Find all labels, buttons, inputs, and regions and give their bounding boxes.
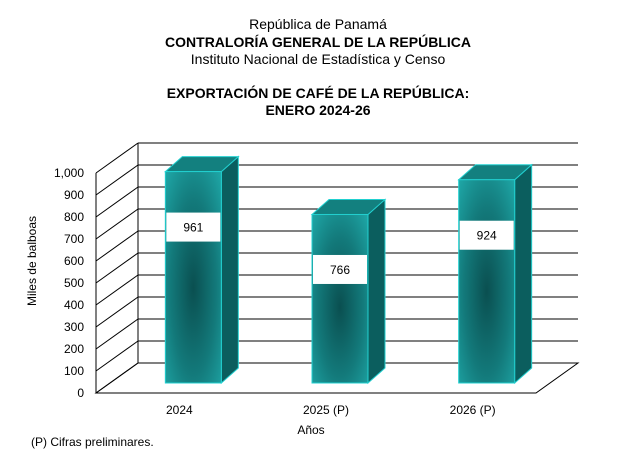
y-tick-label-4: 400: [64, 298, 84, 312]
data-label-box-2: [459, 220, 514, 250]
x-tick-label-1: 2025 (P): [303, 403, 349, 417]
bar-side-2: [514, 163, 533, 385]
y-tick-label-9: 900: [64, 188, 84, 202]
bar-side-1: [367, 198, 386, 385]
data-label-box-0: [166, 212, 221, 242]
bars: 961 766 924: [164, 155, 533, 385]
footnote: (P) Cifras preliminares.: [31, 435, 154, 449]
side-gridline-9: [95, 164, 139, 196]
labels: 2024 2025 (P) 2026 (P): [166, 403, 496, 417]
side-gridline-1: [95, 340, 139, 372]
x-axis-label: Años: [297, 423, 324, 437]
bar-0: 961: [164, 155, 240, 385]
y-tick-label-0: 0: [77, 386, 84, 400]
y-tick-label-1: 100: [64, 364, 84, 378]
y-tick-label-7: 700: [64, 232, 84, 246]
side-gridline-6: [95, 230, 139, 262]
y-tick-label-8: 800: [64, 210, 84, 224]
y-tick-label-3: 300: [64, 320, 84, 334]
header-line-2: CONTRALORÍA GENERAL DE LA REPÚBLICA: [165, 34, 471, 50]
side-gridline-7: [95, 208, 139, 240]
data-label-0: 961: [183, 221, 203, 235]
side-gridline-5: [95, 252, 139, 284]
header-line-1: República de Panamá: [249, 16, 387, 32]
data-label-2: 924: [477, 229, 497, 243]
y-tick-label-10: 1,000: [54, 166, 84, 180]
side-gridline-2: [95, 318, 139, 350]
x-tick-label-0: 2024: [166, 403, 193, 417]
data-label-1: 766: [330, 263, 350, 277]
y-tick-label-5: 500: [64, 276, 84, 290]
bar-side-0: [220, 155, 239, 385]
floor: [94, 362, 580, 394]
data-label-box-1: [313, 254, 367, 284]
y-tick-label-2: 200: [64, 342, 84, 356]
chart-subtitle: ENERO 2024-26: [265, 102, 371, 118]
x-tick-label-2: 2026 (P): [450, 403, 496, 417]
y-tick-label-6: 600: [64, 254, 84, 268]
chart-title: EXPORTACIÓN DE CAFÉ DE LA REPÚBLICA:: [166, 85, 470, 101]
side-gridline-3: [95, 296, 139, 328]
side-gridline-8: [95, 186, 139, 218]
bar-front-1: [311, 213, 369, 384]
bar-2: 924: [457, 163, 533, 385]
bar-1: 766: [310, 198, 387, 385]
bar-front-2: [458, 179, 516, 384]
header-line-3: Instituto Nacional de Estadística y Cens…: [190, 51, 446, 67]
side-gridline-4: [95, 274, 139, 306]
side-gridline-10: [95, 142, 139, 174]
bar-front-0: [164, 171, 222, 384]
y-axis-label: Miles de balboas: [25, 216, 39, 306]
